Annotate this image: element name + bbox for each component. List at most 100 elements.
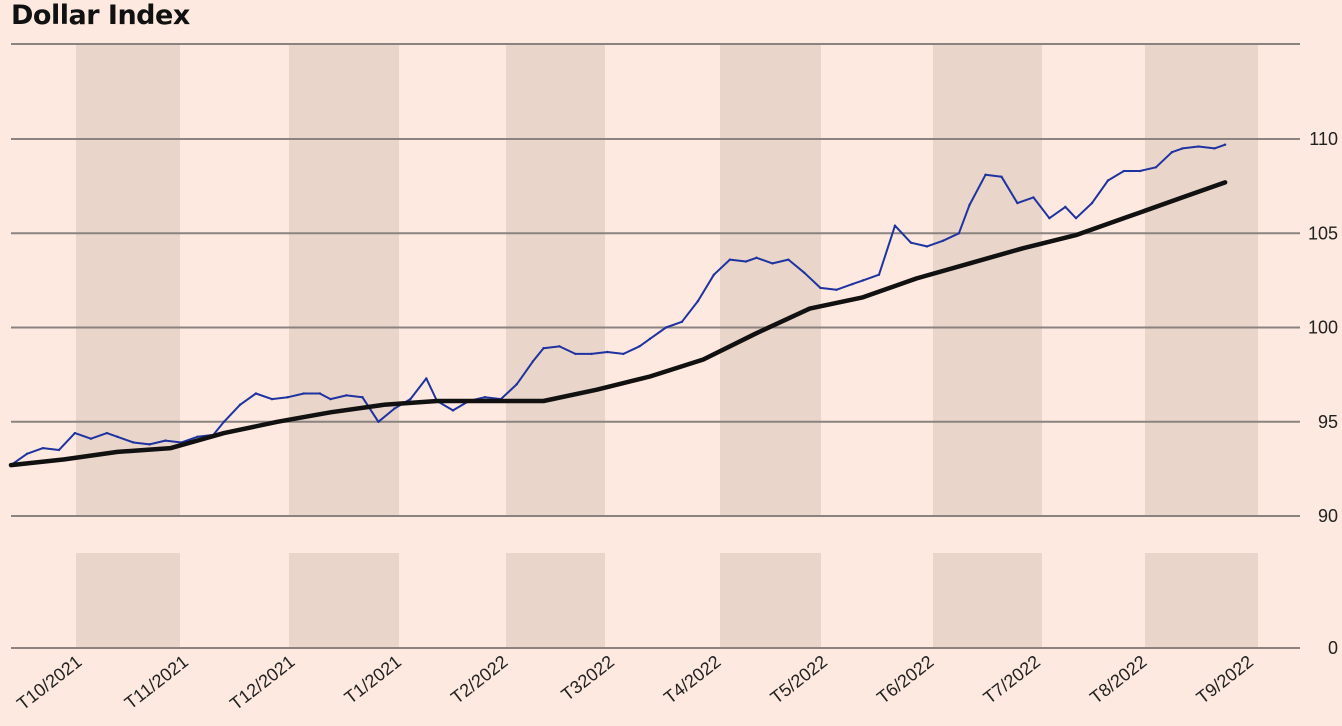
data-point: [345, 394, 348, 397]
data-point: [1106, 179, 1110, 182]
data-point: [318, 392, 322, 395]
data-point: [638, 345, 641, 348]
data-point: [483, 396, 487, 399]
data-point: [168, 446, 173, 450]
data-point: [1180, 195, 1185, 200]
data-point: [1170, 150, 1174, 154]
data-point: [115, 450, 120, 454]
data-point: [541, 399, 546, 403]
data-point: [542, 347, 545, 350]
data-point: [488, 399, 493, 403]
data-point: [1223, 143, 1227, 146]
data-point: [909, 241, 913, 244]
y-tick-label: 105: [1308, 223, 1338, 243]
data-point: [558, 345, 561, 348]
chart-title: Dollar Index: [11, 0, 190, 31]
y-axis-tick-labels: 0 90 95 100 105 110: [1308, 129, 1338, 658]
data-point: [957, 232, 961, 235]
data-point: [329, 397, 332, 401]
data-point: [728, 258, 732, 261]
series-lines: [8, 143, 1228, 468]
band-upper-2: [506, 44, 605, 516]
data-point: [393, 407, 396, 410]
data-point: [803, 271, 806, 275]
band-lower-0: [76, 553, 180, 648]
data-point: [594, 387, 599, 392]
band-upper-4: [933, 44, 1042, 516]
data-point: [1181, 147, 1184, 150]
data-point: [941, 239, 945, 242]
data-point: [1032, 196, 1035, 199]
data-point: [105, 431, 109, 435]
data-point: [73, 431, 77, 435]
data-point: [1064, 205, 1067, 209]
data-point: [275, 419, 280, 424]
data-point: [1122, 169, 1126, 173]
data-point: [302, 392, 306, 395]
data-point: [1000, 175, 1003, 178]
data-point: [116, 435, 119, 439]
data-point: [1074, 216, 1078, 220]
data-point: [807, 306, 812, 311]
data-point: [222, 420, 226, 423]
data-point: [1154, 166, 1158, 169]
x-tick-label: T2/2022: [447, 651, 511, 707]
data-point: [754, 331, 759, 335]
y-tick-label: 95: [1318, 412, 1338, 432]
band-lower-4: [933, 553, 1042, 648]
data-point: [819, 286, 822, 290]
data-point: [254, 392, 258, 395]
x-axis-tick-labels: T10/2021 T11/2021 T12/2021 T1/2021 T2/2022 T3…: [13, 651, 1257, 714]
data-point: [835, 288, 838, 291]
data-point: [515, 382, 519, 386]
data-point: [606, 350, 609, 354]
data-point: [696, 299, 700, 303]
data-point: [648, 374, 652, 379]
x-tick-label: T6/2022: [873, 651, 937, 707]
data-point: [9, 463, 13, 467]
series-line-trend: [8, 180, 1228, 468]
data-point: [1020, 246, 1025, 251]
data-point: [861, 295, 865, 300]
data-point: [270, 397, 274, 401]
x-tick-label: T9/2022: [1193, 651, 1257, 707]
data-point: [744, 260, 748, 263]
data-point: [196, 435, 199, 439]
data-point: [451, 409, 455, 412]
data-point: [861, 279, 865, 282]
data-point: [967, 261, 972, 266]
y-tick-label: 100: [1308, 318, 1338, 338]
band-lower-2: [506, 553, 605, 648]
x-tick-label: T7/2022: [980, 651, 1044, 707]
data-point: [286, 396, 290, 399]
data-point: [755, 256, 758, 259]
data-point: [62, 457, 67, 462]
data-point: [648, 337, 652, 341]
data-point: [531, 360, 535, 363]
band-upper-0: [76, 44, 180, 516]
band-lower-5: [1145, 553, 1258, 648]
band-upper-5: [1145, 44, 1258, 516]
data-point: [377, 420, 380, 423]
data-point: [1090, 201, 1094, 205]
data-point: [25, 452, 29, 455]
data-point: [164, 439, 167, 442]
data-point: [622, 352, 625, 356]
y-tick-label: 90: [1318, 506, 1338, 526]
data-point: [57, 448, 61, 452]
x-tick-label: T1/2021: [341, 651, 405, 707]
x-tick-label: T11/2021: [121, 651, 192, 713]
data-point: [222, 431, 226, 435]
gridlines: [11, 43, 1300, 649]
band-lower-1: [289, 553, 399, 648]
data-point: [787, 258, 790, 261]
y-tick-label: 0: [1328, 638, 1338, 658]
y-tick-label: 110: [1309, 129, 1338, 149]
data-point: [1127, 214, 1132, 219]
data-point: [914, 276, 919, 281]
data-point: [148, 443, 151, 446]
data-point: [89, 437, 93, 440]
data-point: [968, 203, 971, 207]
data-point: [361, 396, 364, 399]
